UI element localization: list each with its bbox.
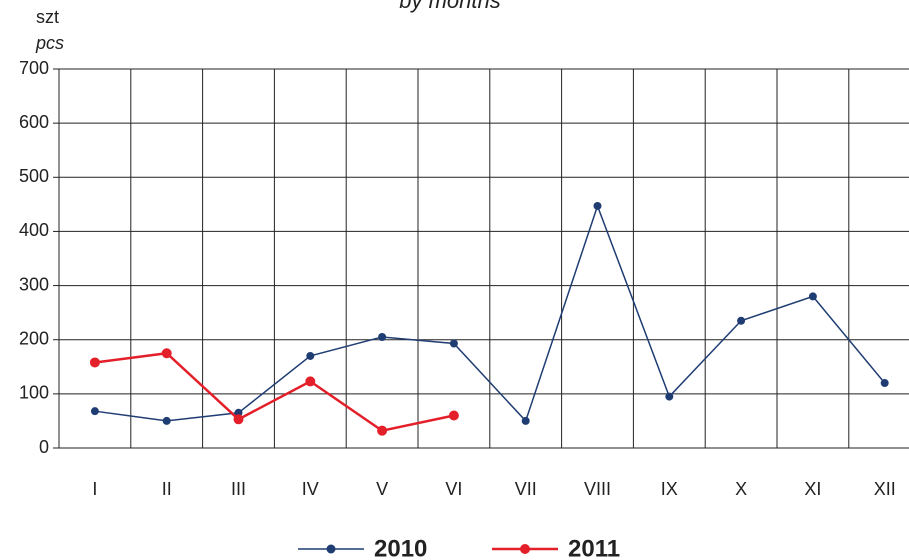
- x-tick-label: IV: [302, 479, 319, 499]
- legend-marker: [520, 544, 530, 554]
- x-tick-label: V: [376, 479, 388, 499]
- y-tick-label: 300: [19, 274, 49, 294]
- y-tick-label: 100: [19, 383, 49, 403]
- y-tick-label: 500: [19, 166, 49, 186]
- series-line: [94, 203, 886, 423]
- series-line: [94, 351, 455, 433]
- y-tick-label: 600: [19, 112, 49, 132]
- legend-marker: [326, 544, 336, 554]
- y-tick-label: 700: [19, 58, 49, 78]
- y-tick-label: 0: [39, 437, 49, 457]
- data-point: [593, 201, 602, 210]
- data-point: [233, 414, 244, 425]
- data-point: [808, 292, 817, 301]
- chart-title: by months: [399, 0, 501, 13]
- data-point: [89, 357, 100, 368]
- legend-label: 2011: [568, 535, 620, 560]
- data-point: [161, 348, 172, 359]
- x-tick-label: VIII: [584, 479, 611, 499]
- data-point: [521, 416, 530, 425]
- x-tick-label: XI: [804, 479, 821, 499]
- x-tick-label: VI: [445, 479, 462, 499]
- data-point: [377, 425, 388, 436]
- data-point: [665, 392, 674, 401]
- x-tick-label: X: [735, 479, 747, 499]
- y-tick-label: 200: [19, 328, 49, 348]
- y-axis-label: szt: [36, 7, 59, 27]
- legend-label: 2010: [374, 535, 427, 560]
- x-tick-label: III: [231, 479, 246, 499]
- data-point: [880, 379, 889, 388]
- y-axis-label: pcs: [35, 33, 64, 53]
- x-tick-label: II: [162, 479, 172, 499]
- y-tick-label: 400: [19, 220, 49, 240]
- data-point: [378, 333, 387, 342]
- x-tick-label: IX: [661, 479, 678, 499]
- x-tick-label: I: [92, 479, 97, 499]
- data-point: [448, 410, 459, 421]
- data-point: [305, 376, 316, 387]
- data-point: [162, 416, 171, 425]
- x-tick-label: VII: [515, 479, 537, 499]
- data-point: [306, 351, 315, 360]
- x-tick-label: XII: [874, 479, 896, 499]
- data-point: [90, 407, 99, 416]
- data-point: [737, 316, 746, 325]
- data-point: [449, 339, 458, 348]
